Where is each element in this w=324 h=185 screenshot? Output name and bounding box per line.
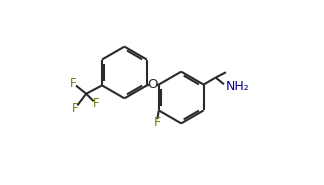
Text: O: O — [147, 78, 158, 92]
Text: F: F — [70, 77, 76, 90]
Text: NH₂: NH₂ — [226, 80, 250, 93]
Text: F: F — [154, 116, 161, 129]
Text: F: F — [93, 97, 99, 110]
Text: F: F — [72, 102, 78, 115]
